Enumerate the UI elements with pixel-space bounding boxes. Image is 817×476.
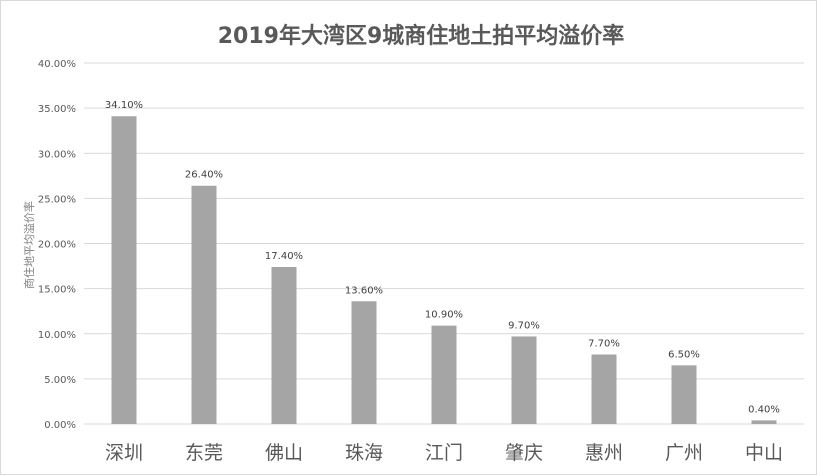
x-tick-label: 东莞 <box>185 442 223 464</box>
y-tick-label: 15.00% <box>38 285 76 296</box>
y-tick-label: 40.00% <box>38 59 76 70</box>
x-axis-ticks: 深圳 东莞 佛山 珠海 江门 肇庆 惠州 广州 中山 <box>105 442 783 464</box>
bar <box>671 365 697 424</box>
y-tick-label: 20.00% <box>38 240 76 251</box>
bar <box>111 116 137 424</box>
data-label: 7.70% <box>588 339 620 350</box>
data-label: 17.40% <box>265 251 303 262</box>
bar <box>751 420 777 424</box>
y-tick-label: 35.00% <box>38 104 76 115</box>
x-tick-label: 广州 <box>665 442 703 464</box>
x-tick-label: 江门 <box>425 442 463 464</box>
bars <box>111 116 777 424</box>
bar <box>431 325 457 424</box>
x-tick-label: 中山 <box>745 442 783 464</box>
data-label: 26.40% <box>185 170 223 181</box>
data-label: 34.10% <box>105 100 143 111</box>
bar <box>191 185 217 424</box>
x-tick-label: 惠州 <box>585 442 623 464</box>
data-label: 9.70% <box>508 320 540 331</box>
x-tick-label: 肇庆 <box>505 442 543 464</box>
bar <box>591 354 617 424</box>
bar <box>271 266 297 424</box>
data-labels: 34.10% 26.40% 17.40% 13.60% 10.90% 9.70% 7.70%… <box>105 100 780 415</box>
y-axis-ticks: 0.00% 5.00% 10.00% 15.00% 20.00% 25.00% 30.00%… <box>38 59 76 431</box>
y-axis-label: 商住地平均溢价率 <box>22 201 36 289</box>
y-tick-label: 30.00% <box>38 149 76 160</box>
bar <box>351 301 377 424</box>
chart-title: 2019年大湾区9城商住地土拍平均溢价率 <box>218 23 625 49</box>
x-tick-label: 珠海 <box>345 442 383 464</box>
x-tick-label: 佛山 <box>265 442 303 464</box>
data-label: 6.50% <box>668 349 700 360</box>
bar <box>511 336 537 424</box>
x-tick-label: 深圳 <box>105 442 143 464</box>
data-label: 10.90% <box>425 310 463 321</box>
data-label: 0.40% <box>748 404 780 415</box>
data-label: 13.60% <box>345 285 383 296</box>
y-tick-label: 25.00% <box>38 194 76 205</box>
y-tick-label: 0.00% <box>44 420 76 431</box>
y-tick-label: 5.00% <box>44 375 76 386</box>
y-tick-label: 10.00% <box>38 330 76 341</box>
